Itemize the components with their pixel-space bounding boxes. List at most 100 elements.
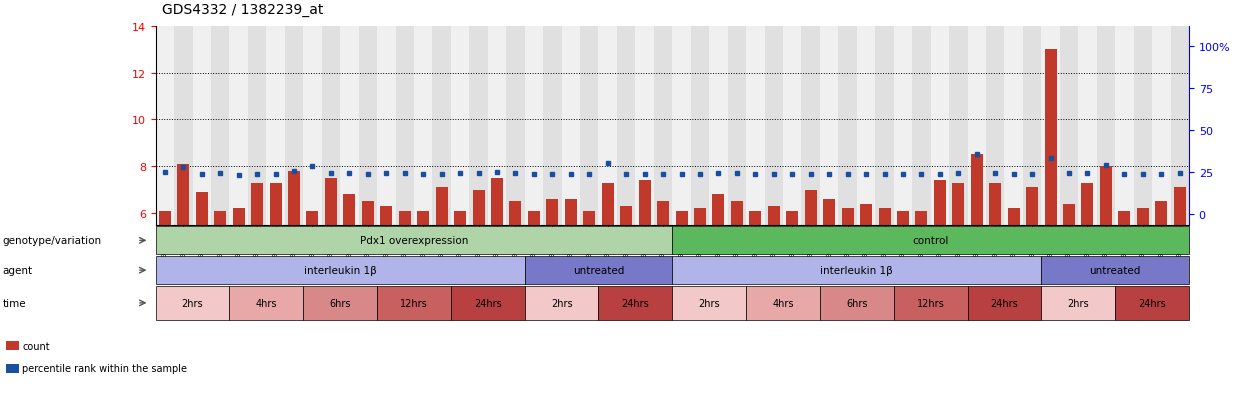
Bar (1155, 202, 1168, 225)
Bar (930, 27, 949, 225)
Bar (783, 27, 802, 225)
Bar (1023, 27, 1041, 225)
Bar (746, 27, 764, 225)
Bar (270, 183, 281, 225)
Bar (561, 27, 580, 225)
Bar (325, 178, 337, 225)
Text: 6hrs: 6hrs (847, 298, 868, 308)
Text: count: count (22, 341, 50, 351)
Bar (838, 27, 857, 225)
Bar (1170, 27, 1189, 225)
Bar (1005, 27, 1023, 225)
Bar (842, 209, 854, 225)
Bar (321, 27, 340, 225)
Text: agent: agent (2, 266, 32, 275)
Bar (934, 181, 946, 225)
Bar (1082, 183, 1093, 225)
Bar (764, 27, 783, 225)
Text: 2hrs: 2hrs (1067, 298, 1089, 308)
Bar (432, 27, 451, 225)
Bar (952, 183, 965, 225)
Bar (879, 209, 890, 225)
Bar (1099, 167, 1112, 225)
Bar (802, 27, 820, 225)
Bar (1134, 27, 1152, 225)
Bar (657, 202, 669, 225)
Bar (413, 27, 432, 225)
Bar (672, 27, 691, 225)
Text: Pdx1 overexpression: Pdx1 overexpression (360, 236, 468, 246)
Bar (436, 188, 448, 225)
Bar (1152, 27, 1170, 225)
Bar (639, 181, 651, 225)
Bar (285, 27, 304, 225)
Text: 24hrs: 24hrs (1138, 298, 1167, 308)
Text: interleukin 1β: interleukin 1β (304, 266, 376, 275)
Bar (177, 164, 189, 225)
Bar (1041, 27, 1059, 225)
Bar (266, 27, 285, 225)
Text: 2hrs: 2hrs (698, 298, 720, 308)
Text: 6hrs: 6hrs (330, 298, 351, 308)
Bar (214, 211, 227, 225)
Bar (1078, 27, 1097, 225)
Bar (1007, 209, 1020, 225)
Text: 4hrs: 4hrs (255, 298, 278, 308)
Text: percentile rank within the sample: percentile rank within the sample (22, 363, 188, 373)
Bar (768, 206, 779, 225)
Bar (524, 27, 543, 225)
Bar (1174, 188, 1185, 225)
Text: 24hrs: 24hrs (621, 298, 650, 308)
Text: time: time (2, 298, 26, 308)
Bar (288, 171, 300, 225)
Bar (362, 202, 373, 225)
Bar (547, 199, 558, 225)
Bar (583, 211, 595, 225)
Bar (949, 27, 967, 225)
Bar (635, 27, 654, 225)
Bar (731, 202, 743, 225)
Bar (248, 27, 266, 225)
Bar (990, 183, 1001, 225)
Bar (229, 27, 248, 225)
Bar (359, 27, 377, 225)
Bar (306, 211, 319, 225)
Bar (1097, 27, 1116, 225)
Bar (676, 211, 687, 225)
Bar (823, 199, 835, 225)
Bar (380, 206, 392, 225)
Bar (488, 27, 507, 225)
Text: interleukin 1β: interleukin 1β (820, 266, 893, 275)
Bar (894, 27, 913, 225)
Text: 4hrs: 4hrs (772, 298, 794, 308)
Bar (971, 155, 982, 225)
Bar (344, 195, 355, 225)
Text: 24hrs: 24hrs (474, 298, 502, 308)
Bar (159, 211, 171, 225)
Bar (1137, 209, 1149, 225)
Text: 24hrs: 24hrs (991, 298, 1018, 308)
Bar (601, 183, 614, 225)
Bar (469, 27, 488, 225)
Bar (580, 27, 599, 225)
Text: 2hrs: 2hrs (550, 298, 573, 308)
Text: untreated: untreated (1089, 266, 1140, 275)
Bar (398, 211, 411, 225)
Bar (304, 27, 321, 225)
Text: 12hrs: 12hrs (916, 298, 945, 308)
Bar (787, 211, 798, 225)
Bar (710, 27, 727, 225)
Bar (451, 27, 469, 225)
Text: genotype/variation: genotype/variation (2, 236, 102, 246)
Bar (1045, 50, 1057, 225)
Bar (1118, 211, 1130, 225)
Bar (491, 178, 503, 225)
Bar (543, 27, 561, 225)
Bar (454, 211, 466, 225)
Text: 2hrs: 2hrs (182, 298, 203, 308)
Bar (727, 27, 746, 225)
Bar (377, 27, 396, 225)
Bar (804, 190, 817, 225)
Text: untreated: untreated (573, 266, 624, 275)
Bar (210, 27, 229, 225)
